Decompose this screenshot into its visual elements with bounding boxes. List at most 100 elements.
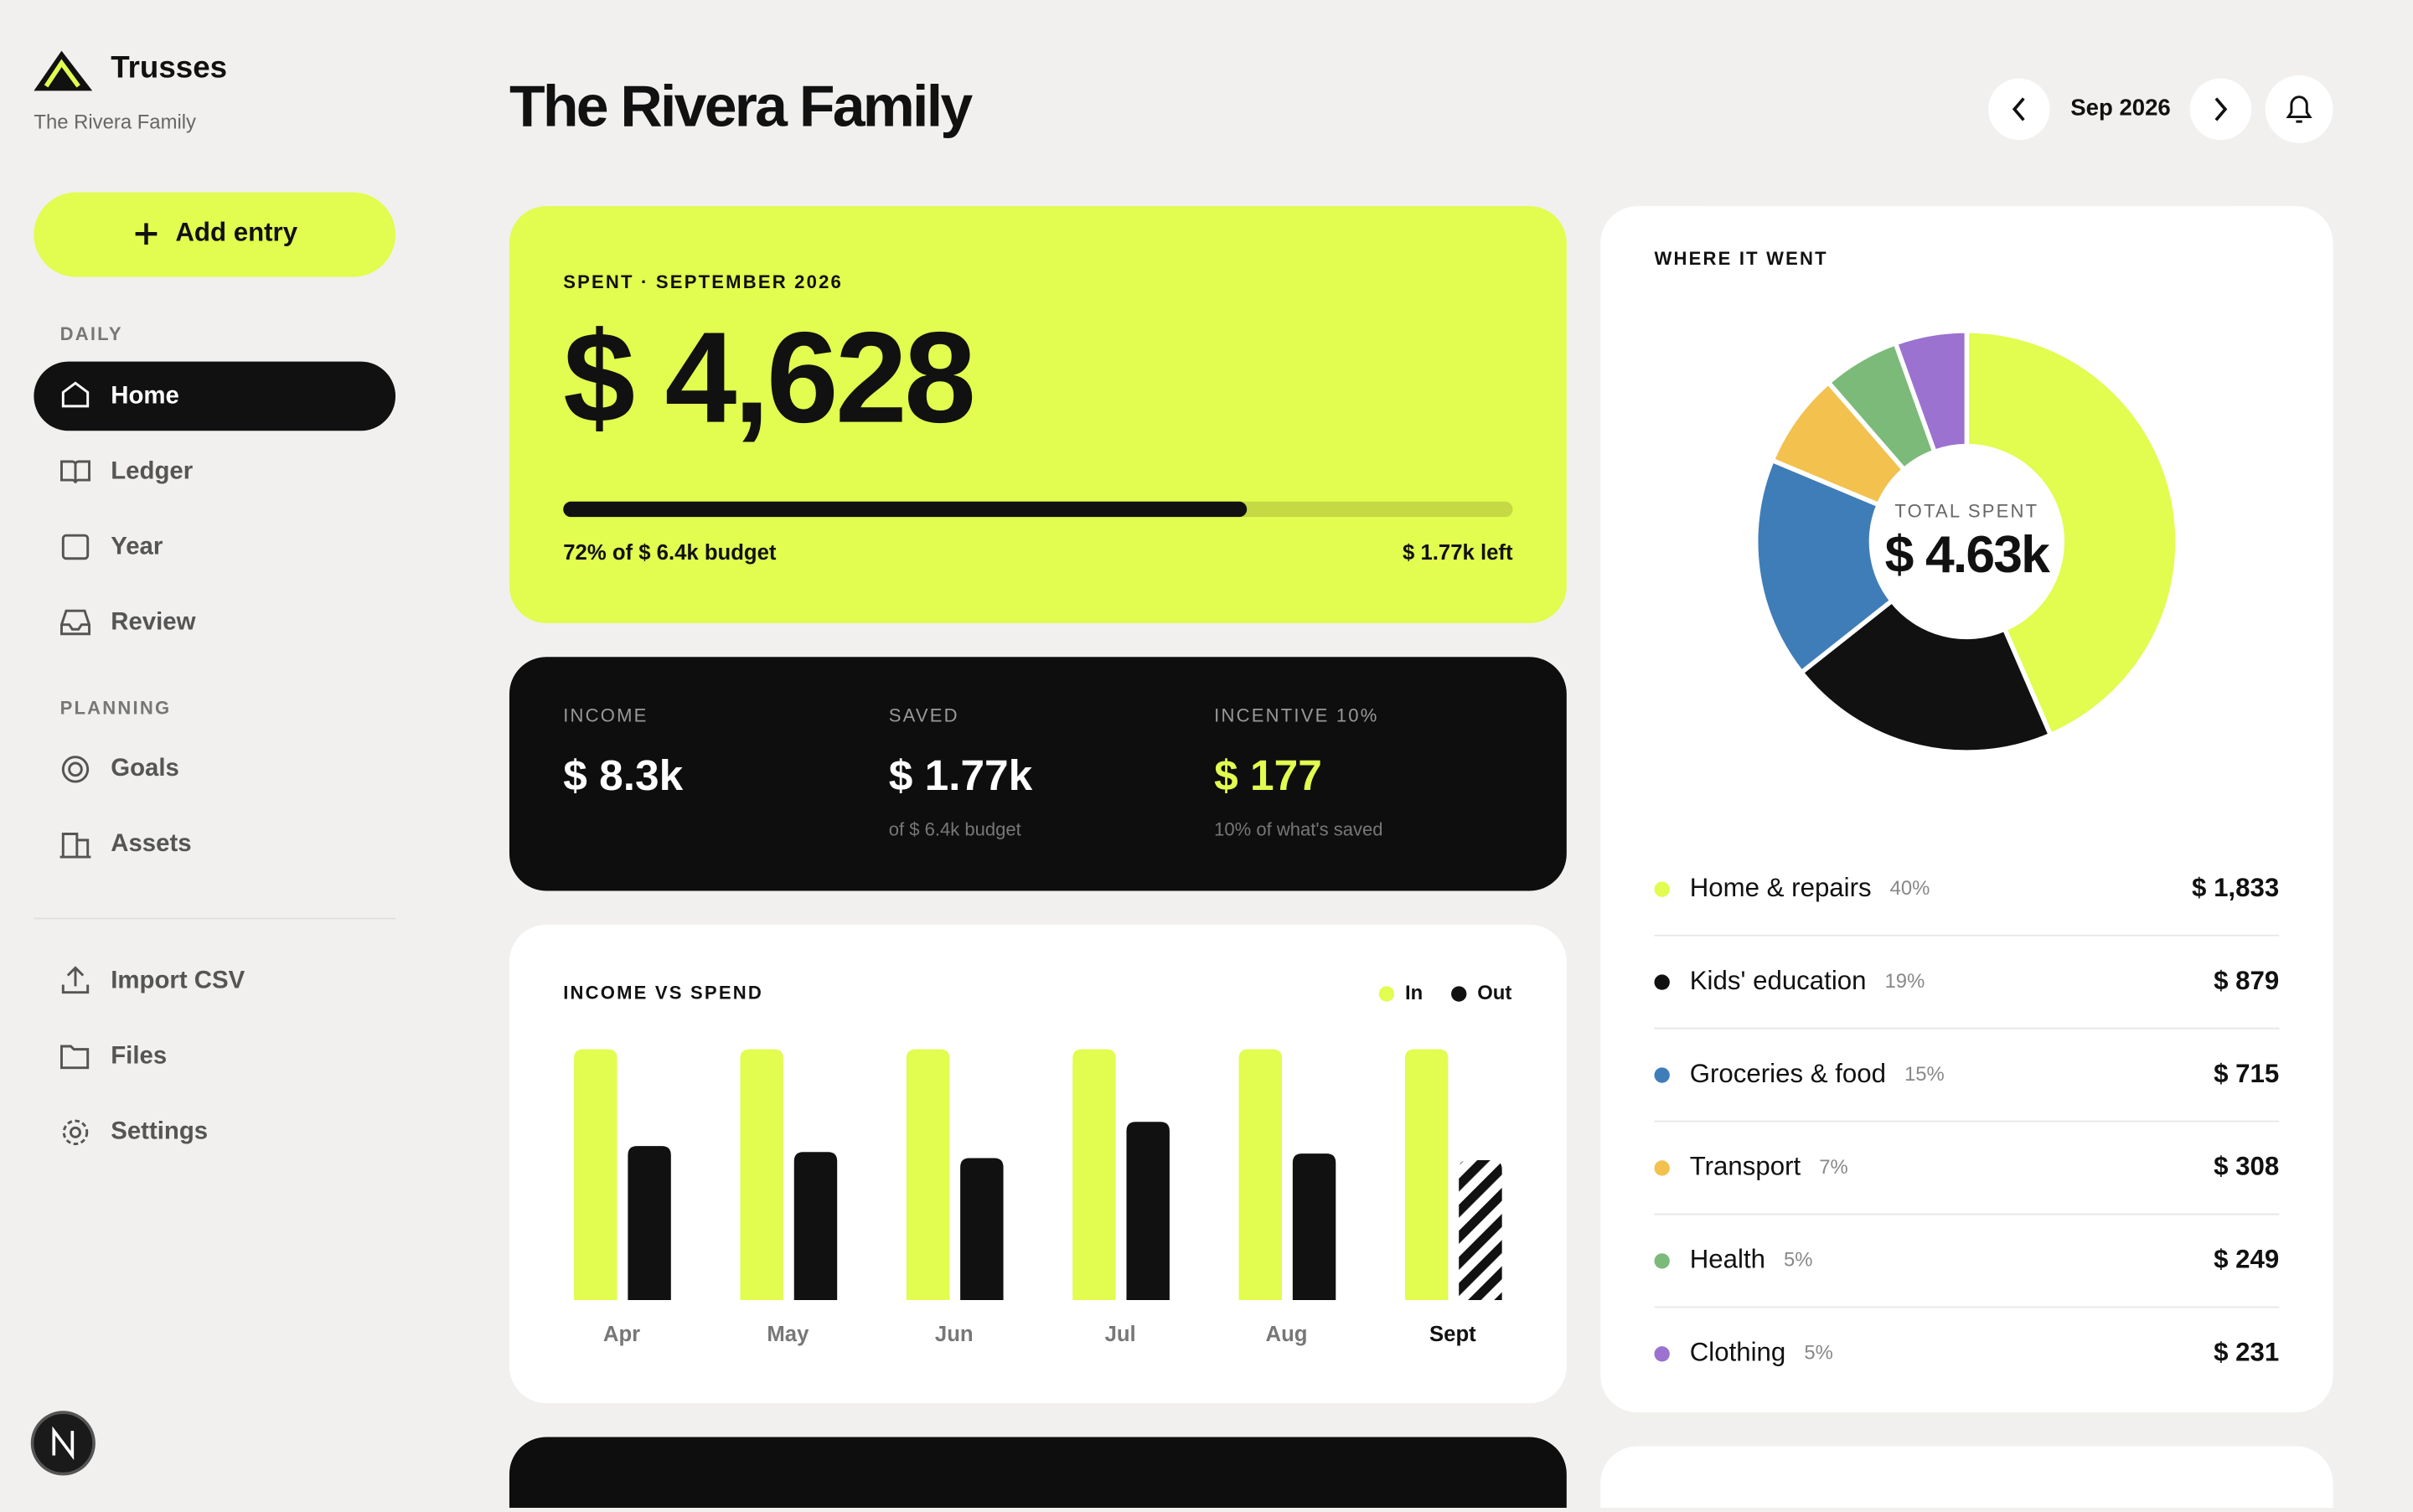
nav-item[interactable]: Home [111, 382, 179, 410]
bar [1072, 1049, 1116, 1301]
category-amount: $ 231 [2214, 1338, 2279, 1367]
donut-segment [1892, 328, 1970, 455]
legend-dot [1378, 986, 1395, 1002]
legend-dot [1451, 986, 1467, 1002]
stat-label: INCENTIVE 10% [1214, 705, 1378, 726]
month-label: Sep 2026 [2070, 95, 2170, 121]
bar [1404, 1049, 1449, 1301]
legend-dot [1654, 1253, 1670, 1269]
category-name: Transport [1690, 1152, 1801, 1181]
donut-segment [1798, 597, 2054, 755]
bar [906, 1049, 950, 1301]
nav-item[interactable]: Settings [111, 1117, 208, 1145]
category-amount: $ 879 [2214, 966, 2279, 995]
x-tick-label: Sept [1429, 1323, 1476, 1346]
bar [574, 1049, 617, 1301]
year-icon [61, 534, 90, 560]
stat-value: $ 1.77k [889, 751, 1033, 799]
chevron [2214, 97, 2228, 121]
nav-item[interactable]: Ledger [111, 457, 193, 485]
stat-note: of $ 6.4k budget [889, 819, 1021, 840]
donut-segment [1964, 328, 2180, 739]
category-name: Kids' education [1690, 966, 1867, 995]
category-amount: $ 1,833 [2192, 873, 2279, 902]
bar [1126, 1122, 1170, 1301]
stat-value: $ 8.3k [563, 751, 683, 799]
left-note: $ 1.77k left [1403, 541, 1513, 565]
nav-item[interactable]: Review [111, 608, 195, 636]
bar [960, 1158, 1004, 1301]
spent-label: SPENT · SEPTEMBER 2026 [563, 271, 843, 292]
nav-item[interactable]: Year [111, 533, 163, 560]
x-tick-label: Apr [603, 1323, 640, 1346]
goals-icon [61, 756, 90, 783]
category-amount: $ 308 [2214, 1152, 2279, 1181]
stat-label: INCOME [563, 705, 648, 726]
bell-icon [2286, 95, 2312, 123]
add-entry-label: Add entry [175, 217, 297, 246]
spent-card [509, 206, 1567, 623]
legend-label: In [1405, 982, 1423, 1004]
bar [628, 1146, 671, 1301]
ledger-icon [60, 460, 90, 484]
review-icon [60, 609, 90, 636]
bar [1459, 1160, 1502, 1301]
import-icon [61, 966, 90, 994]
nav-item[interactable]: Goals [111, 754, 179, 782]
home-icon [61, 381, 90, 408]
category-percent: 40% [1890, 877, 1930, 900]
legend-label: Out [1477, 982, 1511, 1004]
x-tick-label: May [767, 1323, 809, 1346]
add-entry-button[interactable] [34, 192, 396, 277]
app-subtitle: The Rivera Family [34, 111, 196, 133]
legend-dot [1654, 974, 1670, 990]
next-button[interactable] [2189, 78, 2252, 141]
x-tick-label: Jul [1105, 1323, 1136, 1346]
progress-fill [563, 501, 1248, 518]
chart-title: INCOME VS SPEND [563, 982, 763, 1003]
bell-button[interactable] [2265, 75, 2333, 143]
bar [793, 1152, 838, 1301]
category-amount: $ 715 [2214, 1059, 2279, 1088]
category-percent: 19% [1885, 970, 1925, 993]
stat-value: $ 177 [1214, 751, 1322, 799]
page-title: The Rivera Family [509, 74, 973, 139]
x-tick-label: Aug [1266, 1323, 1308, 1346]
category-percent: 5% [1784, 1249, 1812, 1272]
nav-section: DAILY [60, 323, 123, 344]
bar [740, 1049, 783, 1301]
logo [34, 50, 93, 91]
settings-icon [62, 1119, 89, 1146]
nav-item[interactable]: Files [111, 1042, 167, 1070]
category-percent: 5% [1804, 1342, 1832, 1365]
category-amount: $ 249 [2214, 1245, 2279, 1274]
prev-button[interactable] [1988, 78, 2050, 141]
category-name: Groceries & food [1690, 1059, 1886, 1088]
legend-dot [1654, 1346, 1670, 1362]
legend-dot [1654, 881, 1670, 897]
chevron [2012, 97, 2025, 121]
plus-icon [135, 223, 158, 245]
category-percent: 15% [1904, 1063, 1945, 1086]
category-name: Home & repairs [1690, 873, 1872, 902]
category-percent: 7% [1819, 1156, 1847, 1179]
files-icon [60, 1045, 90, 1070]
stat-label: SAVED [889, 705, 959, 726]
lower-card [1600, 1446, 2333, 1512]
badge-glyph [52, 1426, 75, 1461]
category-name: Health [1690, 1245, 1765, 1274]
legend-dot [1654, 1160, 1670, 1176]
nav-item[interactable]: Assets [111, 829, 191, 857]
nav-active[interactable] [34, 361, 396, 431]
category-name: Clothing [1690, 1338, 1786, 1367]
nav-item[interactable]: Import CSV [111, 967, 245, 994]
legend-dot [1654, 1067, 1670, 1083]
nav-section: PLANNING [60, 698, 172, 719]
app-name: Trusses [111, 49, 227, 84]
stat-note: 10% of what's saved [1214, 819, 1382, 840]
donut-segment [1753, 457, 1895, 676]
net-worth-card [509, 1437, 1567, 1512]
center-label: TOTAL SPENT [1894, 500, 2038, 521]
breakdown-title: WHERE IT WENT [1654, 248, 1827, 269]
